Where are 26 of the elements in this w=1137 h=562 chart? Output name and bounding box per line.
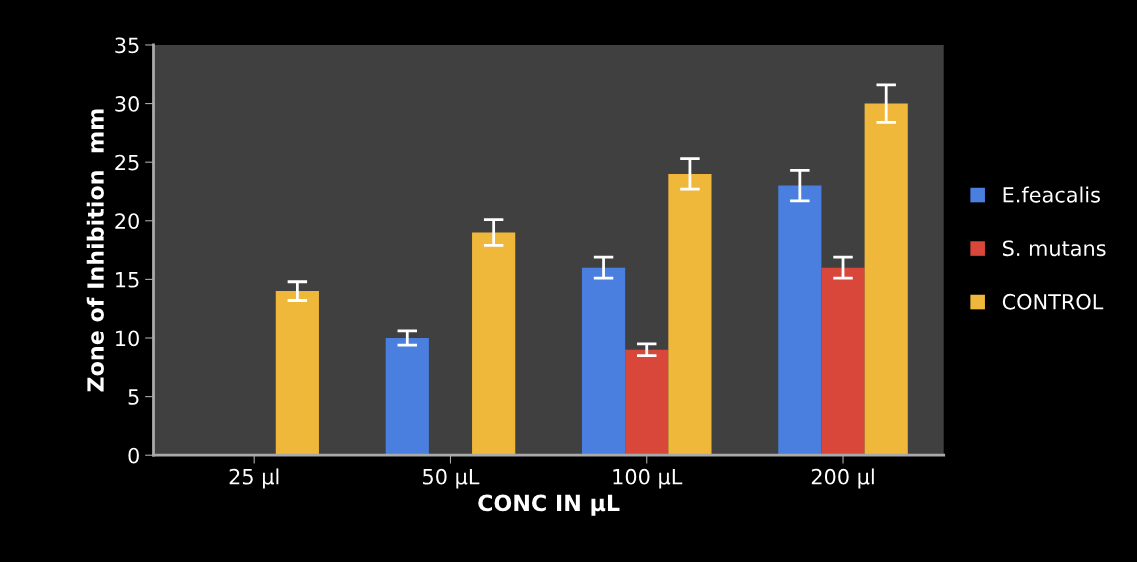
y-axis-title: Zone of Inhibition mm <box>86 109 104 392</box>
bar <box>864 103 908 456</box>
x-tick-label: 200 µl <box>811 468 874 489</box>
x-tick-label: 50 µL <box>423 468 480 489</box>
bar <box>668 173 712 456</box>
y-tick-label: 35 <box>115 37 139 54</box>
bar <box>472 232 516 456</box>
y-tick-label: 25 <box>115 154 139 171</box>
bar <box>385 338 429 456</box>
legend-label: E.feacalis <box>1003 186 1100 203</box>
bar <box>821 267 865 456</box>
y-tick-label: 30 <box>115 96 139 112</box>
x-tick-label: 25 µl <box>229 468 279 489</box>
y-tick-label: 0 <box>128 447 139 464</box>
bar <box>778 185 822 456</box>
y-tick-label: 10 <box>116 330 139 347</box>
y-tick-label: 5 <box>128 389 139 405</box>
y-tick-label: 20 <box>115 213 139 229</box>
bar <box>625 349 669 456</box>
legend-label: CONTROL <box>1002 293 1104 310</box>
x-tick-label: 100 µL <box>613 468 683 489</box>
bar <box>275 291 319 456</box>
y-tick-label: 15 <box>116 272 139 288</box>
legend-label: S. mutans <box>1002 240 1106 257</box>
x-axis-title: CONC IN µL <box>478 494 620 516</box>
bar <box>581 267 626 456</box>
